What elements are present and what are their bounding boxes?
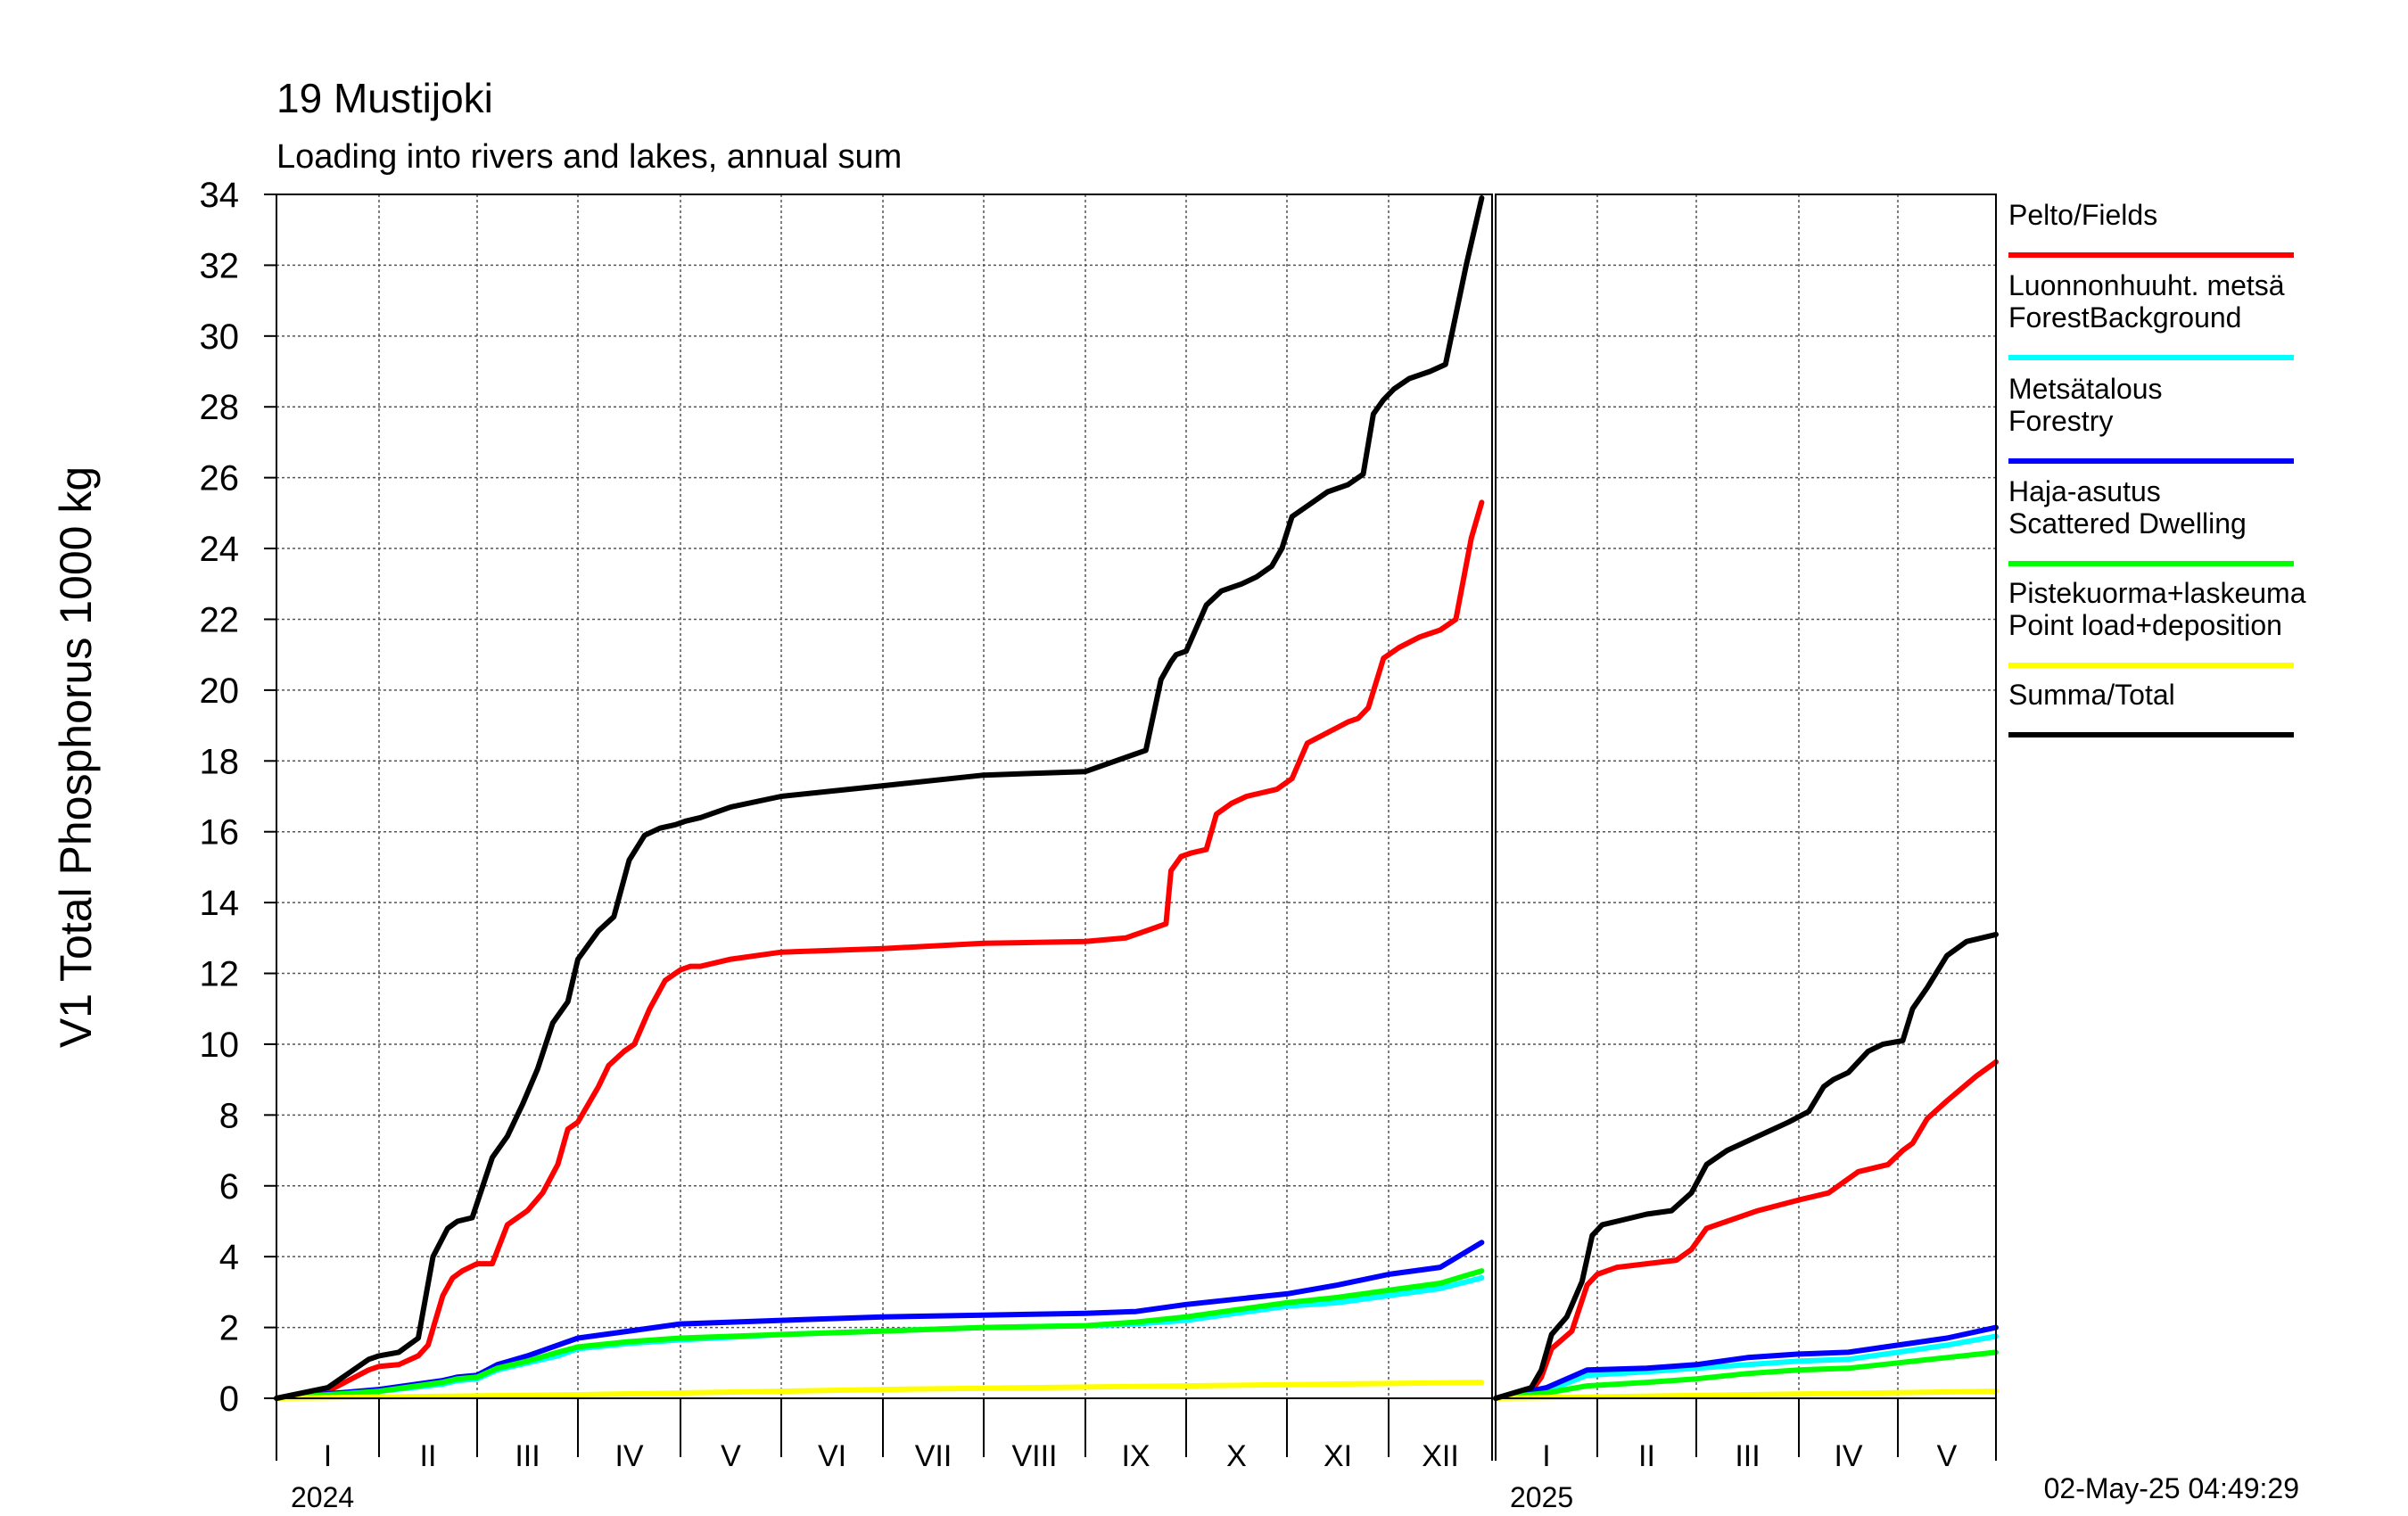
y-tick-label-24: 24 — [200, 530, 240, 569]
month-label-2025-II: II — [1638, 1439, 1655, 1473]
y-tick-label-32: 32 — [200, 246, 240, 285]
plot-area — [274, 195, 1999, 1401]
legend: Pelto/Fields Luonnonhuuht. metsä ForestBac… — [2008, 199, 2306, 737]
month-label-2024-VII: VII — [915, 1439, 952, 1473]
legend-label-pistekuorma-laskeuma-point-load-deposition: Pistekuorma+laskeuma Point load+depositio… — [2008, 577, 2306, 641]
chart-title: 19 Mustijoki — [276, 75, 493, 121]
y-axis-label: V1 Total Phosphorus 1000 kg — [51, 466, 101, 1048]
month-label-2024-XII: XII — [1422, 1439, 1459, 1473]
month-label-2024-IV: IV — [614, 1439, 643, 1473]
y-tick-label-2: 2 — [219, 1309, 239, 1348]
month-label-2024-V: V — [721, 1439, 741, 1473]
y-tick-label-4: 4 — [219, 1238, 239, 1277]
month-label-2024-VIII: VIII — [1011, 1439, 1057, 1473]
month-label-2024-II: II — [420, 1439, 437, 1473]
chart-subtitle: Loading into rivers and lakes, annual su… — [276, 138, 902, 176]
legend-label-mets-talous-forestry: Metsätalous Forestry — [2008, 373, 2163, 437]
month-label-2025-III: III — [1735, 1439, 1760, 1473]
y-tick-label-20: 20 — [200, 671, 240, 711]
month-label-2024-VI: VI — [818, 1439, 846, 1473]
y-tick-label-8: 8 — [219, 1096, 239, 1135]
y-tick-label-14: 14 — [200, 884, 240, 923]
legend-label-luonnonhuuht-mets-forestbackground: Luonnonhuuht. metsä ForestBackground — [2008, 269, 2285, 334]
series-line-2025-pistekuorma-laskeuma-point-load-deposition — [1493, 1388, 1999, 1401]
y-tick-label-18: 18 — [200, 742, 240, 781]
month-label-2025-V: V — [1937, 1439, 1958, 1473]
month-label-2024-III: III — [515, 1439, 540, 1473]
month-label-2024-X: X — [1226, 1439, 1247, 1473]
series-line-2025-haja-asutus-scattered-dwelling — [1493, 1349, 1999, 1401]
y-tick-label-34: 34 — [200, 176, 240, 215]
series-line-2025-pelto-fields — [1493, 1059, 1999, 1401]
panel-frame-2024 — [276, 194, 1493, 1399]
month-label-2024-XI: XI — [1324, 1439, 1352, 1473]
month-label-2024-I: I — [324, 1439, 332, 1473]
month-label-2025-IV: IV — [1834, 1439, 1862, 1473]
legend-label-haja-asutus-scattered-dwelling: Haja-asutus Scattered Dwelling — [2008, 475, 2247, 540]
y-tick-label-12: 12 — [200, 955, 240, 994]
grid — [276, 194, 1996, 1399]
y-tick-label-0: 0 — [219, 1380, 239, 1419]
series-line-2024-mets-talous-forestry — [274, 1240, 1485, 1401]
y-tick-label-10: 10 — [200, 1026, 240, 1065]
series-line-2024-summa-total — [274, 195, 1485, 1401]
year-label-2024: 2024 — [291, 1481, 354, 1513]
y-tick-label-26: 26 — [200, 459, 240, 498]
series-line-2025-luonnonhuuht-mets-forestbackground — [1493, 1333, 1999, 1401]
y-tick-label-30: 30 — [200, 317, 240, 357]
panel-frame-2025 — [1495, 194, 1997, 1399]
series-line-2025-mets-talous-forestry — [1493, 1324, 1999, 1401]
y-tick-label-6: 6 — [219, 1167, 239, 1207]
y-tick-label-16: 16 — [200, 813, 240, 853]
series-line-2024-pistekuorma-laskeuma-point-load-deposition — [274, 1380, 1485, 1401]
month-label-2025-I: I — [1542, 1439, 1550, 1473]
plot-frame — [276, 194, 1997, 1399]
series-line-2024-pelto-fields — [274, 499, 1485, 1401]
y-tick-label-28: 28 — [200, 388, 240, 427]
y-tick-label-22: 22 — [200, 600, 240, 639]
timestamp: 02-May-25 04:49:29 — [2044, 1472, 2299, 1504]
legend-label-summa-total: Summa/Total — [2008, 679, 2175, 711]
series-line-2024-haja-asutus-scattered-dwelling — [274, 1268, 1485, 1401]
series-line-2025-summa-total — [1493, 931, 1999, 1401]
legend-label-pelto-fields: Pelto/Fields — [2008, 199, 2157, 231]
month-label-2024-IX: IX — [1121, 1439, 1150, 1473]
year-label-2025: 2025 — [1510, 1481, 1573, 1513]
